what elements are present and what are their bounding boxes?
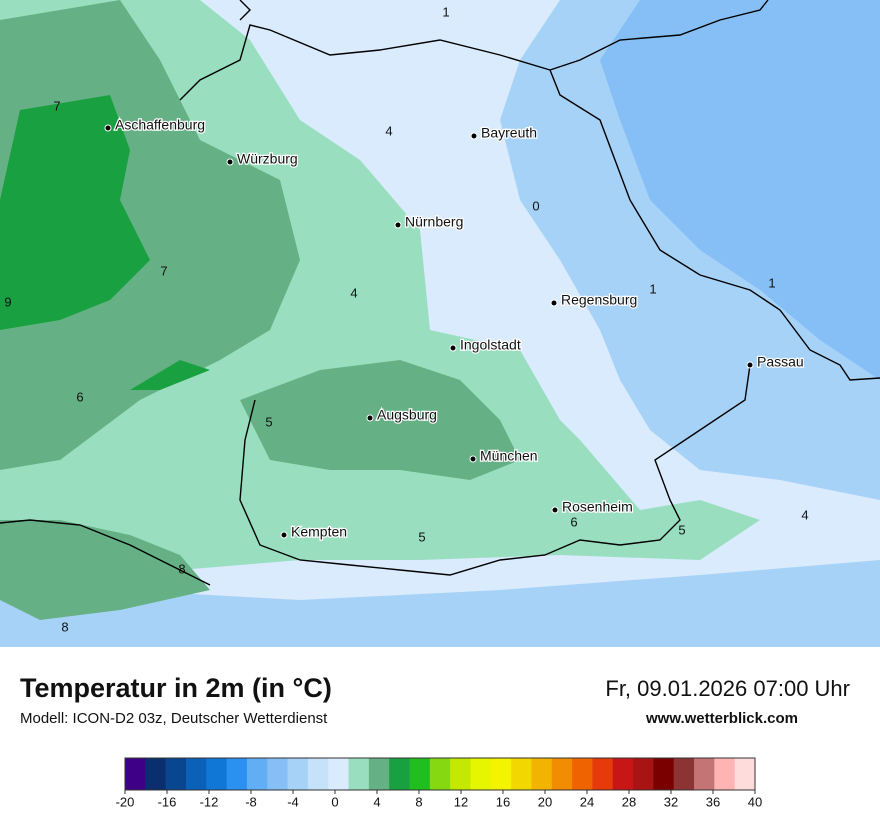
color-bin: [551, 758, 573, 790]
color-bin: [633, 758, 654, 790]
city-dot: [470, 132, 478, 140]
legend-tick-label: -12: [200, 794, 219, 809]
legend-tick-label: 40: [748, 794, 762, 809]
isotherm-label: 5: [265, 414, 272, 429]
color-bin: [226, 758, 248, 790]
model: Modell: ICON-D2 03z, Deutscher Wetterdie…: [20, 710, 328, 727]
legend-tick-label: -16: [158, 794, 177, 809]
isotherm-label: 0: [532, 198, 539, 213]
isotherm-label: 1: [649, 281, 656, 296]
city-label: Kempten: [291, 524, 347, 540]
color-bin: [145, 758, 167, 790]
legend-tick-label: -20: [116, 794, 135, 809]
color-bin: [429, 758, 451, 790]
isotherm-label: 6: [570, 514, 577, 529]
city-label: Ingolstadt: [460, 337, 521, 353]
legend-tick-label: 36: [706, 794, 720, 809]
city-dot: [280, 531, 288, 539]
datetime: Fr, 09.01.2026 07:00 Uhr: [605, 676, 850, 701]
city-label: Regensburg: [561, 292, 637, 308]
legend-tick-label: 32: [664, 794, 678, 809]
city-label: Würzburg: [237, 151, 298, 167]
isotherm-label: 4: [801, 507, 808, 522]
isotherm-label: 5: [678, 522, 685, 537]
color-bin: [409, 758, 431, 790]
isotherm-label: 4: [385, 123, 392, 138]
color-bin: [612, 758, 634, 790]
legend-tick-label: 20: [538, 794, 552, 809]
color-bin: [328, 758, 350, 790]
city-dot: [104, 124, 112, 132]
city-label: Bayreuth: [481, 125, 537, 141]
color-bin: [572, 758, 593, 790]
map: [0, 0, 880, 647]
color-bin: [389, 758, 411, 790]
website: www.wetterblick.com: [645, 710, 798, 727]
legend-tick-label: 12: [454, 794, 468, 809]
city-dot: [550, 299, 558, 307]
city-label: Augsburg: [377, 407, 437, 423]
color-bin: [368, 758, 390, 790]
isotherm-label: 8: [61, 619, 68, 634]
isotherm-label: 6: [76, 389, 83, 404]
city-dot: [449, 344, 457, 352]
isotherm-label: 8: [178, 561, 185, 576]
city-label: Rosenheim: [562, 499, 633, 515]
city-label: Aschaffenburg: [115, 117, 205, 133]
city-dot: [469, 455, 477, 463]
color-bin: [470, 758, 492, 790]
legend-frame: [124, 757, 756, 791]
isotherm-label: 9: [4, 294, 11, 309]
city-dot: [551, 506, 559, 514]
legend-tick-label: 4: [373, 794, 380, 809]
color-bin: [450, 758, 471, 790]
color-bin: [165, 758, 187, 790]
color-bin: [490, 758, 512, 790]
color-bin: [348, 758, 370, 790]
color-bin: [267, 758, 289, 790]
color-bin: [307, 758, 329, 790]
legend-tick-label: 8: [415, 794, 422, 809]
city-label: München: [480, 448, 538, 464]
color-bin: [287, 758, 309, 790]
isotherm-label: 4: [350, 285, 357, 300]
isotherm-label: 7: [160, 263, 167, 278]
color-bin: [673, 758, 695, 790]
color-bin: [531, 758, 553, 790]
color-bin: [694, 758, 715, 790]
color-bin: [206, 758, 228, 790]
color-bin: [592, 758, 614, 790]
legend-tick-label: 24: [580, 794, 594, 809]
isotherm-label: 1: [442, 4, 449, 19]
legend-tick-label: -4: [287, 794, 299, 809]
color-bin: [734, 758, 756, 790]
color-bin: [511, 758, 532, 790]
legend-tick-label: 16: [496, 794, 510, 809]
title: Temperatur in 2m (in °C): [20, 673, 332, 703]
color-bin: [714, 758, 736, 790]
city-dot: [746, 361, 754, 369]
legend-tick-label: 0: [331, 794, 338, 809]
color-bin: [246, 758, 268, 790]
city-dot: [394, 221, 402, 229]
city-dot: [226, 158, 234, 166]
isotherm-label: 5: [418, 529, 425, 544]
legend-tick-label: 28: [622, 794, 636, 809]
city-dot: [366, 414, 374, 422]
isotherm-label: 7: [53, 98, 60, 113]
city-label: Passau: [757, 354, 804, 370]
color-bin: [653, 758, 675, 790]
color-bin: [185, 758, 207, 790]
color-bin: [125, 758, 146, 790]
legend-tick-label: -8: [245, 794, 257, 809]
isotherm-label: 1: [768, 275, 775, 290]
city-label: Nürnberg: [405, 214, 463, 230]
